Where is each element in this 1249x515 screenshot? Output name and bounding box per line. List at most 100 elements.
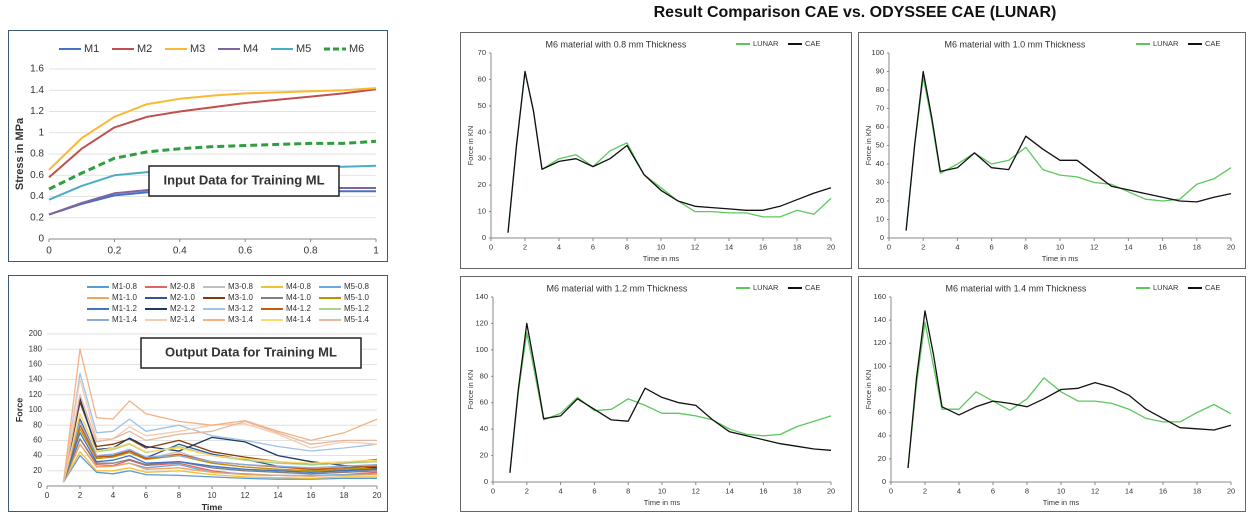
legend-label: M4-0.8 bbox=[286, 282, 311, 291]
x-tick-label: 10 bbox=[657, 242, 665, 251]
y-tick-label: 80 bbox=[33, 420, 42, 429]
y-tick-label: 140 bbox=[29, 375, 43, 384]
x-tick-label: 10 bbox=[1057, 486, 1065, 495]
x-tick-label: 6 bbox=[591, 242, 595, 251]
series-line bbox=[507, 70, 832, 233]
legend-label: M2-1.0 bbox=[170, 293, 195, 302]
y-tick-label: 50 bbox=[876, 140, 884, 149]
chart-title: M6 material with 1.4 mm Thickness bbox=[946, 283, 1087, 293]
y-tick-label: 0 bbox=[880, 233, 884, 242]
series-line bbox=[48, 139, 377, 191]
y-tick-label: 200 bbox=[29, 329, 43, 338]
legend-label: CAE bbox=[805, 39, 820, 48]
y-tick-label: 0 bbox=[482, 233, 486, 242]
legend-label: M3-0.8 bbox=[228, 282, 253, 291]
x-tick-label: 4 bbox=[957, 486, 961, 495]
y-tick-label: 1.2 bbox=[30, 106, 44, 117]
legend-label: M5-1.0 bbox=[344, 293, 369, 302]
y-tick-label: 0 bbox=[38, 481, 43, 490]
y-tick-label: 80 bbox=[480, 371, 488, 380]
x-tick-label: 16 bbox=[1159, 486, 1167, 495]
x-tick-label: 10 bbox=[208, 491, 217, 500]
y-tick-label: 80 bbox=[876, 85, 884, 94]
x-tick-label: 18 bbox=[793, 242, 801, 251]
series-line bbox=[62, 372, 378, 483]
x-tick-label: 8 bbox=[625, 242, 629, 251]
x-tick-label: 12 bbox=[692, 486, 700, 495]
series-line bbox=[62, 413, 378, 483]
x-tick-label: 0.6 bbox=[238, 246, 252, 257]
x-tick-label: 6 bbox=[991, 486, 995, 495]
legend-label: M3-1.0 bbox=[228, 293, 253, 302]
x-tick-label: 0 bbox=[887, 242, 891, 251]
legend-label: CAE bbox=[1205, 39, 1220, 48]
legend-label: CAE bbox=[1205, 283, 1220, 292]
x-tick-label: 8 bbox=[1024, 242, 1028, 251]
series-line bbox=[62, 424, 378, 483]
x-tick-label: 4 bbox=[557, 242, 561, 251]
y-tick-label: 140 bbox=[873, 315, 886, 324]
x-axis-label: Time in ms bbox=[1042, 254, 1079, 263]
y-axis-label: Force bbox=[14, 398, 24, 423]
legend-label: M5-0.8 bbox=[344, 282, 369, 291]
x-tick-label: 20 bbox=[827, 242, 835, 251]
chart-panel: 0 20 40 60 80 100 120 140 0 2 4 6 8 10 12 14 16 18 20 Time … bbox=[460, 276, 852, 512]
y-tick-label: 120 bbox=[873, 338, 886, 347]
series-line bbox=[907, 310, 1232, 469]
x-tick-label: 20 bbox=[1227, 242, 1235, 251]
y-tick-label: 40 bbox=[33, 451, 42, 460]
series-line bbox=[62, 443, 378, 483]
y-tick-label: 1.4 bbox=[30, 85, 44, 96]
x-tick-label: 8 bbox=[626, 486, 630, 495]
legend-label: M3 bbox=[190, 43, 205, 55]
x-axis-label: Time in ms bbox=[643, 254, 680, 263]
x-tick-label: 12 bbox=[691, 242, 699, 251]
series-line bbox=[509, 332, 832, 473]
series-line bbox=[62, 451, 377, 483]
annotation: Output Data for Training ML bbox=[165, 344, 337, 359]
y-axis-label: Force in KN bbox=[466, 370, 475, 410]
y-tick-label: 100 bbox=[873, 361, 886, 370]
legend-label: M1-1.4 bbox=[112, 315, 137, 324]
x-tick-label: 0 bbox=[45, 491, 50, 500]
chart-panel: 0 10 20 30 40 50 60 70 0 2 4 6 8 10 12 14 16 18 20 Time in … bbox=[460, 32, 852, 269]
series-line bbox=[907, 321, 1232, 469]
y-tick-label: 30 bbox=[876, 177, 884, 186]
x-tick-label: 12 bbox=[1090, 242, 1098, 251]
x-tick-label: 8 bbox=[177, 491, 182, 500]
x-tick-label: 2 bbox=[523, 242, 527, 251]
series-line bbox=[62, 394, 377, 483]
x-tick-label: 14 bbox=[1124, 242, 1132, 251]
y-tick-label: 70 bbox=[876, 103, 884, 112]
x-tick-label: 6 bbox=[990, 242, 994, 251]
chart-panel: 0 20 40 60 80 100 120 140 160 0 2 4 6 8 10 12 14 16 18 20 Ti… bbox=[858, 276, 1246, 512]
legend-label: M2 bbox=[137, 43, 152, 55]
x-tick-label: 14 bbox=[274, 491, 283, 500]
x-axis-label: Strain bbox=[197, 259, 228, 260]
legend-label: M5-1.4 bbox=[344, 315, 369, 324]
legend-label: LUNAR bbox=[1153, 39, 1179, 48]
y-tick-label: 100 bbox=[871, 48, 884, 57]
y-tick-label: 20 bbox=[878, 454, 886, 463]
x-tick-label: 20 bbox=[827, 486, 835, 495]
legend-label: M1-1.0 bbox=[112, 293, 137, 302]
y-tick-label: 40 bbox=[878, 431, 886, 440]
series-line bbox=[905, 76, 1232, 231]
x-tick-label: 4 bbox=[955, 242, 959, 251]
legend-label: M4 bbox=[243, 43, 258, 55]
x-tick-label: 18 bbox=[793, 486, 801, 495]
chart-title: M6 material with 1.0 mm Thickness bbox=[945, 39, 1086, 49]
x-tick-label: 20 bbox=[373, 491, 382, 500]
x-tick-label: 0 bbox=[491, 486, 495, 495]
series-line bbox=[62, 378, 378, 483]
y-tick-label: 180 bbox=[29, 344, 43, 353]
legend-label: M1-1.2 bbox=[112, 304, 137, 313]
legend-label: M3-1.2 bbox=[228, 304, 253, 313]
chart: 0 20 40 60 80 100 120 140 0 2 4 6 8 10 12 14 16 18 20 Time … bbox=[466, 283, 835, 507]
x-tick-label: 6 bbox=[592, 486, 596, 495]
legend-label: M5 bbox=[296, 43, 311, 55]
x-tick-label: 18 bbox=[340, 491, 349, 500]
chart-panel: 0 20 40 60 80 100 120 140 160 180 200 0 2 4 6 8 10 12 14 16… bbox=[8, 275, 388, 512]
x-tick-label: 2 bbox=[921, 242, 925, 251]
x-tick-label: 14 bbox=[725, 242, 733, 251]
